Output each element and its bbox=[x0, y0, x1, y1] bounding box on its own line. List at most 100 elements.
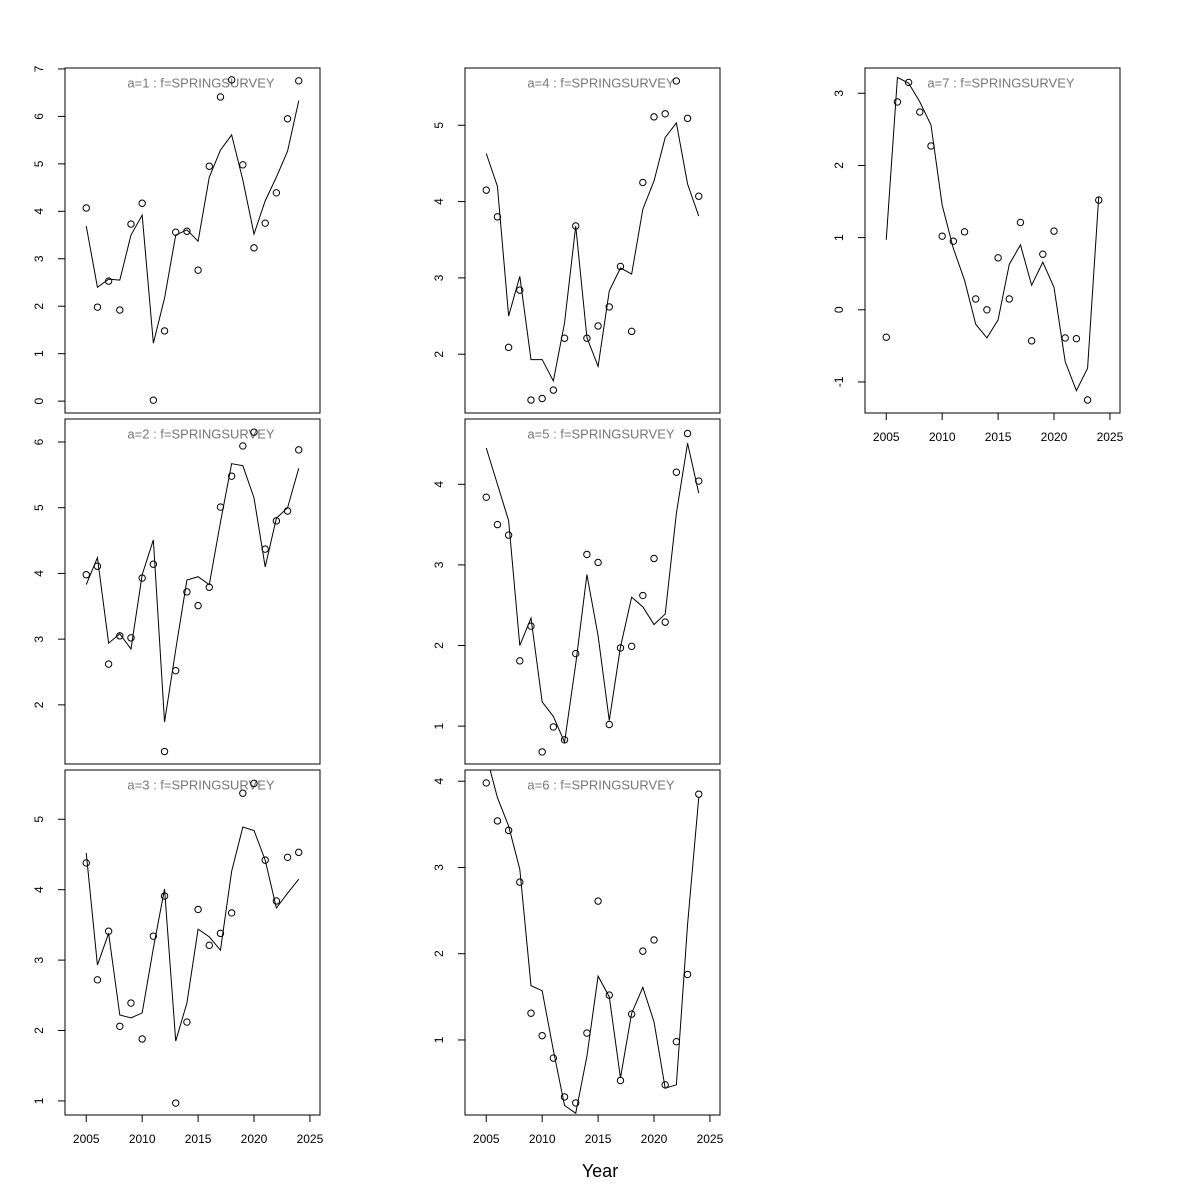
data-point bbox=[627, 642, 636, 651]
x-tick-label: 2025 bbox=[1097, 430, 1124, 444]
data-point bbox=[504, 826, 513, 835]
plot-frame bbox=[864, 67, 1121, 414]
panel-title: a=7 : f=SPRINGSURVEY bbox=[927, 75, 1074, 90]
y-tick-label: 3 bbox=[32, 635, 46, 642]
data-point bbox=[149, 396, 158, 404]
panel-title: a=4 : f=SPRINGSURVEY bbox=[527, 75, 674, 90]
data-point bbox=[1050, 227, 1058, 235]
data-point bbox=[527, 396, 535, 404]
data-point bbox=[127, 220, 135, 228]
x-tick-label: 2015 bbox=[185, 1132, 212, 1146]
plot-area bbox=[482, 77, 703, 404]
fitted-line bbox=[485, 443, 700, 745]
data-point bbox=[205, 941, 213, 950]
data-point bbox=[672, 77, 681, 85]
data-point bbox=[994, 254, 1002, 262]
data-point bbox=[295, 446, 303, 454]
data-point bbox=[627, 327, 636, 336]
data-point bbox=[538, 748, 546, 756]
y-tick-label: 3 bbox=[32, 255, 46, 262]
data-point bbox=[583, 1029, 591, 1037]
panel: a=6 : f=SPRINGSURVEY 1 2 3 4 2005 2010 2015 2020… bbox=[432, 769, 724, 1146]
x-tick-label: 2020 bbox=[641, 1132, 668, 1146]
data-point bbox=[482, 186, 490, 194]
x-tick-label: 2010 bbox=[129, 1132, 156, 1146]
data-point bbox=[250, 428, 258, 436]
data-point bbox=[82, 571, 90, 579]
data-point bbox=[172, 1099, 180, 1107]
panel: a=3 : f=SPRINGSURVEY 1 2 3 4 5 2005 2010 2015 202… bbox=[32, 769, 324, 1146]
data-point bbox=[493, 520, 502, 529]
data-point bbox=[1016, 218, 1025, 227]
y-tick-label: 5 bbox=[32, 160, 46, 167]
data-point bbox=[227, 76, 236, 84]
data-point bbox=[661, 110, 669, 118]
y-tick-label: 4 bbox=[432, 481, 446, 488]
data-point bbox=[616, 1076, 625, 1085]
data-point bbox=[183, 1018, 191, 1026]
y-tick-label: 0 bbox=[832, 306, 846, 313]
data-point bbox=[695, 192, 703, 200]
data-point bbox=[594, 897, 602, 905]
data-point bbox=[194, 266, 202, 274]
y-tick-label: 3 bbox=[432, 864, 446, 871]
data-point bbox=[493, 817, 502, 825]
y-tick-label: 1 bbox=[432, 1036, 446, 1043]
data-point bbox=[160, 747, 169, 756]
plot-frame bbox=[464, 769, 721, 1116]
data-point bbox=[627, 1010, 636, 1018]
plot-frame bbox=[64, 769, 321, 1116]
data-point bbox=[295, 77, 303, 85]
fitted-line bbox=[489, 770, 700, 1115]
panel-title: a=5 : f=SPRINGSURVEY bbox=[527, 426, 674, 441]
data-point bbox=[583, 550, 591, 559]
y-tick-label: 5 bbox=[32, 504, 46, 511]
data-point bbox=[104, 660, 113, 668]
fitted-line bbox=[885, 76, 1100, 392]
plot-frame bbox=[64, 67, 321, 414]
y-tick-label: 2 bbox=[32, 701, 46, 708]
x-tick-label: 2020 bbox=[241, 1132, 268, 1146]
data-point bbox=[1083, 396, 1092, 404]
data-point bbox=[516, 286, 524, 294]
data-point bbox=[949, 237, 958, 245]
data-point bbox=[549, 723, 558, 731]
data-point bbox=[683, 114, 692, 123]
data-point bbox=[572, 1099, 580, 1107]
x-axis-label: Year bbox=[582, 1161, 618, 1181]
y-tick-label: 4 bbox=[32, 570, 46, 577]
data-point bbox=[904, 78, 913, 87]
y-tick-label: 5 bbox=[432, 122, 446, 129]
y-tick-label: 3 bbox=[432, 274, 446, 281]
data-point bbox=[639, 178, 647, 187]
plot-area bbox=[482, 429, 703, 756]
data-point bbox=[239, 789, 247, 797]
x-tick-label: 2005 bbox=[73, 1132, 100, 1146]
data-point bbox=[482, 779, 490, 787]
panel: a=7 : f=SPRINGSURVEY -1 0 1 2 3 2005 2010 2015 20… bbox=[832, 67, 1124, 444]
panel-title: a=3 : f=SPRINGSURVEY bbox=[127, 777, 274, 792]
data-point bbox=[1039, 250, 1047, 258]
y-tick-label: 3 bbox=[32, 956, 46, 963]
data-point bbox=[650, 554, 658, 563]
panel-title: a=2 : f=SPRINGSURVEY bbox=[127, 426, 274, 441]
data-point bbox=[616, 262, 625, 271]
data-point bbox=[672, 468, 681, 476]
data-point bbox=[482, 493, 490, 501]
y-tick-label: 7 bbox=[32, 65, 46, 72]
data-point bbox=[149, 932, 158, 940]
y-tick-label: 1 bbox=[32, 1097, 46, 1104]
data-point bbox=[538, 1031, 546, 1040]
plot-frame bbox=[464, 418, 721, 765]
data-point bbox=[160, 327, 169, 335]
y-tick-label: 6 bbox=[32, 438, 46, 445]
panel-title: a=1 : f=SPRINGSURVEY bbox=[127, 75, 274, 90]
data-point bbox=[183, 588, 191, 596]
data-point bbox=[283, 853, 292, 862]
data-point bbox=[605, 303, 613, 311]
data-point bbox=[650, 936, 658, 944]
data-point bbox=[504, 531, 513, 539]
data-point bbox=[272, 897, 281, 905]
data-point bbox=[1061, 334, 1069, 342]
y-tick-label: 1 bbox=[832, 234, 846, 241]
